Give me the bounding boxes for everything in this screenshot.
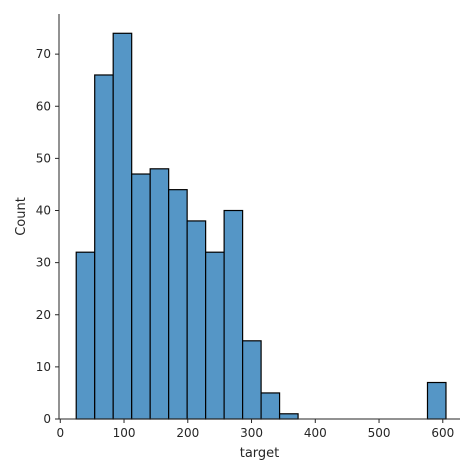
histogram-bar-3 [131,173,151,420]
histogram-bar-11 [278,413,299,420]
x-axis-label: target [240,446,280,461]
y-axis-ticks: 0 10 20 30 40 50 60 70 [36,47,59,426]
x-tick-label: 600 [431,426,454,440]
histogram-bar-8 [223,209,244,420]
histogram-bar-2 [112,32,133,420]
y-tick-label: 10 [36,360,51,374]
histogram-bars [75,32,447,420]
y-tick-label: 50 [36,151,51,165]
histogram-bar-0 [75,251,96,420]
y-tick-label: 40 [36,204,51,218]
x-tick-label: 100 [113,426,136,440]
histogram-bar-9 [242,340,262,420]
y-tick-label: 30 [36,256,51,270]
histogram-bar-10 [260,392,281,420]
x-tick-label: 400 [304,426,327,440]
histogram-bar-1 [94,74,114,420]
x-tick-label: 500 [368,426,391,440]
histogram-bar-7 [205,251,225,420]
histogram-bar-5 [168,189,188,420]
y-tick-label: 20 [36,308,51,322]
y-axis-label: Count [14,197,29,236]
y-tick-label: 60 [36,99,51,113]
histogram-bar-4 [149,168,170,420]
x-axis-ticks: 0 100 200 300 400 500 600 [56,419,454,440]
x-tick-label: 200 [176,426,199,440]
histogram-bar-6 [186,220,207,420]
y-tick-label: 70 [36,47,51,61]
histogram-bar-19 [426,381,447,420]
x-tick-label: 300 [240,426,263,440]
x-tick-label: 0 [56,426,64,440]
y-tick-label: 0 [43,412,51,426]
